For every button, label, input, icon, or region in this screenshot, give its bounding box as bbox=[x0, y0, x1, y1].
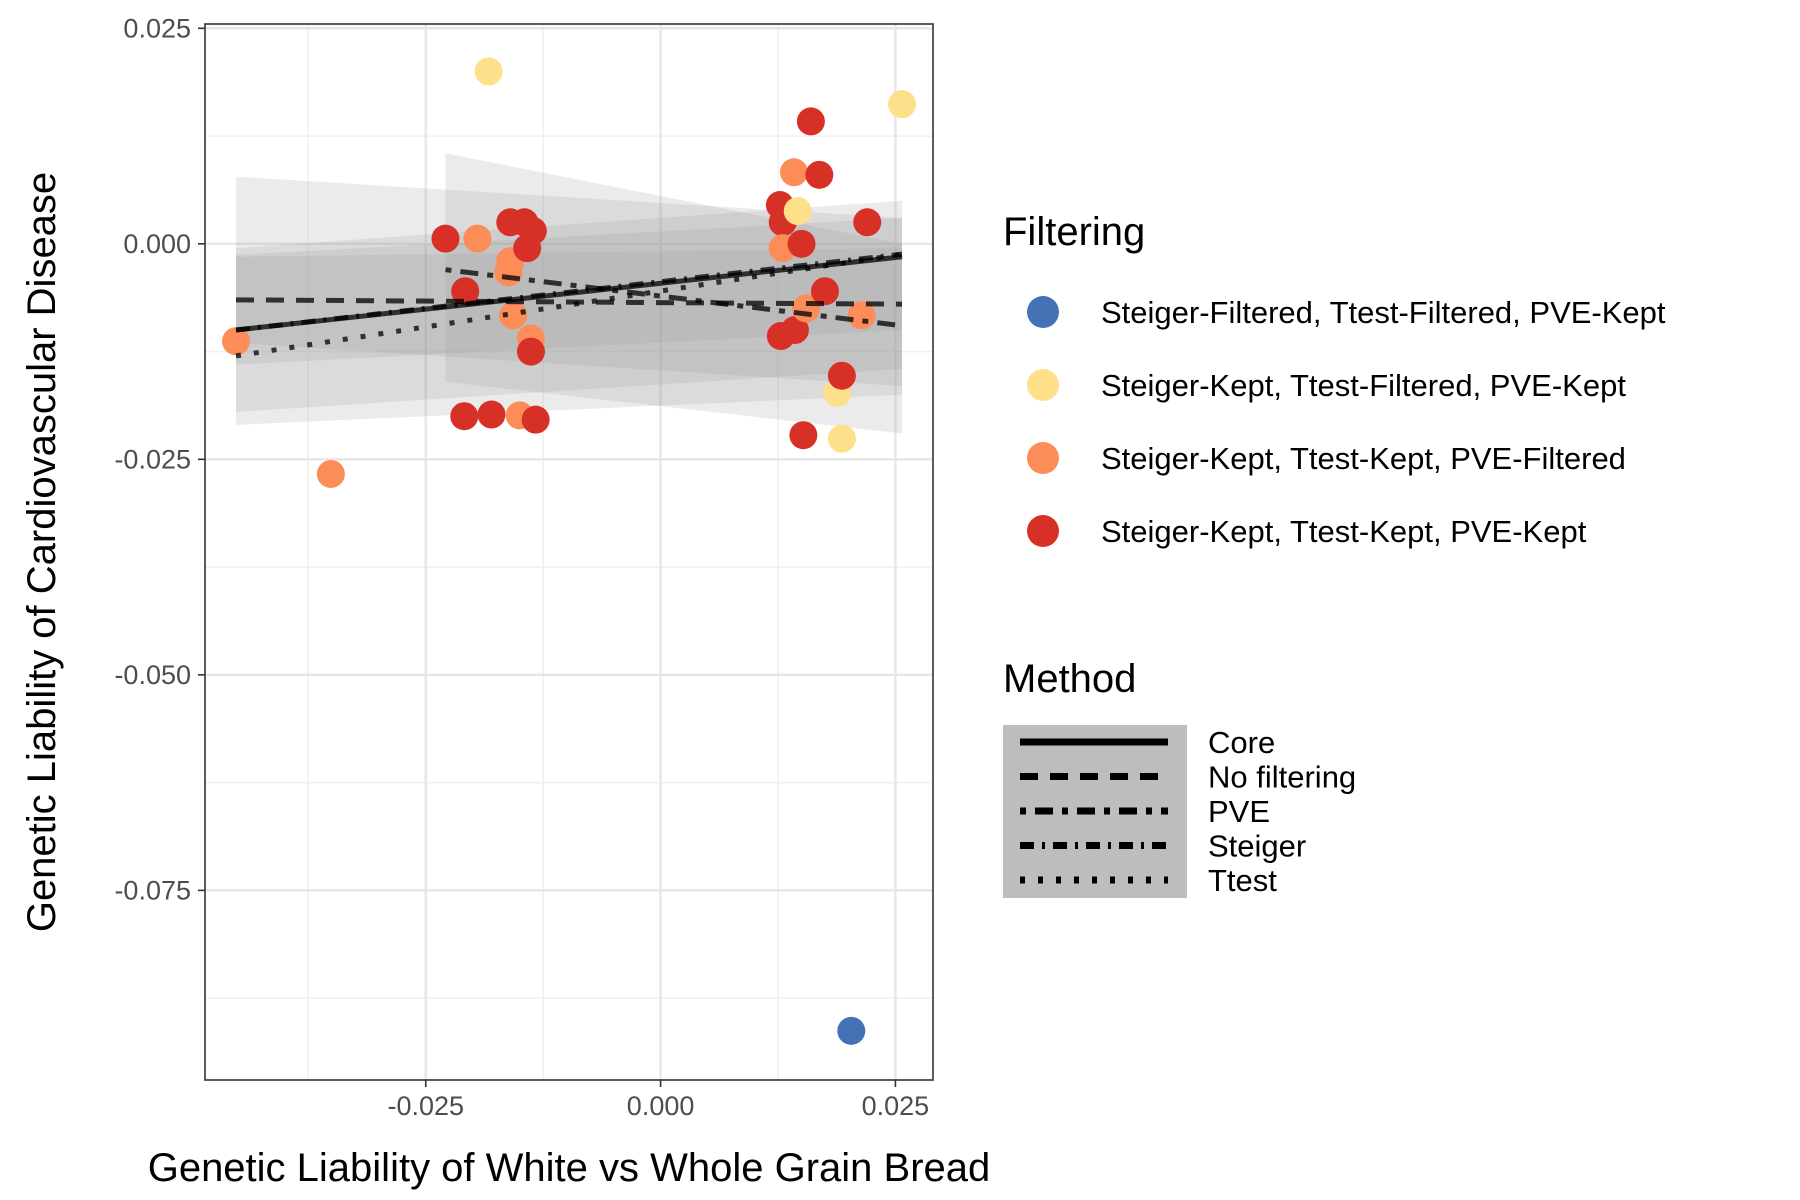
y-tick-label: -0.075 bbox=[114, 875, 191, 905]
legend-entry-label: Steiger bbox=[1208, 829, 1306, 864]
x-axis: -0.025 0.000 0.025 bbox=[387, 1080, 929, 1121]
data-point bbox=[810, 277, 839, 306]
legend-color-key bbox=[1027, 442, 1059, 474]
data-point bbox=[477, 400, 506, 429]
data-point bbox=[787, 229, 816, 258]
x-tick-label: -0.025 bbox=[387, 1091, 464, 1121]
data-point bbox=[837, 1016, 866, 1045]
data-point bbox=[888, 90, 917, 119]
data-point bbox=[521, 405, 550, 434]
data-point bbox=[779, 158, 808, 187]
data-point bbox=[499, 301, 528, 330]
data-point bbox=[796, 107, 825, 136]
regression-line bbox=[445, 267, 903, 329]
data-point bbox=[474, 57, 503, 86]
legend-color-key bbox=[1027, 296, 1059, 328]
data-point bbox=[780, 316, 809, 345]
filtering-legend: Filtering Steiger-Filtered, Ttest-Filter… bbox=[1003, 210, 1666, 549]
legend-entry-label: No filtering bbox=[1208, 760, 1356, 795]
legend-color-key bbox=[1027, 515, 1059, 547]
legend-color-key bbox=[1027, 369, 1059, 401]
legend-entry-label: Steiger-Kept, Ttest-Filtered, PVE-Kept bbox=[1101, 368, 1626, 403]
x-tick-label: 0.025 bbox=[862, 1091, 930, 1121]
x-tick-label: 0.000 bbox=[627, 1091, 695, 1121]
x-axis-title: Genetic Liability of White vs Whole Grai… bbox=[148, 1146, 991, 1190]
data-point bbox=[789, 421, 818, 450]
data-point bbox=[783, 197, 812, 226]
legend-entry-label: PVE bbox=[1208, 794, 1270, 829]
legend-entry-label: Core bbox=[1208, 725, 1275, 760]
data-point bbox=[853, 208, 882, 237]
y-tick-label: -0.025 bbox=[114, 444, 191, 474]
data-point bbox=[431, 224, 460, 253]
plot-border bbox=[204, 23, 934, 1081]
confidence-ribbon bbox=[235, 248, 903, 412]
grid-major bbox=[205, 24, 933, 1080]
y-axis-title: Genetic Liability of Cardiovascular Dise… bbox=[20, 172, 64, 932]
data-point bbox=[450, 402, 479, 431]
filtering-legend-title: Filtering bbox=[1003, 210, 1145, 254]
y-tick-label: -0.050 bbox=[114, 660, 191, 690]
method-legend-title: Method bbox=[1003, 657, 1136, 701]
data-point bbox=[316, 459, 345, 488]
y-tick-label: 0.025 bbox=[123, 13, 191, 43]
data-points bbox=[221, 57, 917, 1045]
data-point bbox=[847, 301, 876, 330]
confidence-ribbon bbox=[235, 200, 903, 365]
data-point bbox=[221, 327, 250, 356]
data-point bbox=[516, 337, 545, 366]
data-point bbox=[827, 361, 856, 390]
data-point bbox=[463, 224, 492, 253]
regression-line bbox=[235, 251, 903, 333]
plot-background bbox=[205, 24, 933, 1080]
legend-entry-label: Ttest bbox=[1208, 863, 1277, 898]
data-point bbox=[451, 277, 480, 306]
data-point bbox=[805, 160, 834, 189]
legend-entry-label: Steiger-Filtered, Ttest-Filtered, PVE-Ke… bbox=[1101, 295, 1666, 330]
data-point bbox=[827, 424, 856, 453]
legend-entry-label: Steiger-Kept, Ttest-Kept, PVE-Kept bbox=[1101, 514, 1587, 549]
regression-line bbox=[235, 297, 903, 307]
y-axis: 0.025 0.000 -0.025 -0.050 -0.075 bbox=[114, 13, 205, 905]
y-tick-label: 0.000 bbox=[123, 229, 191, 259]
legend-entry-label: Steiger-Kept, Ttest-Kept, PVE-Filtered bbox=[1101, 441, 1626, 476]
regression-lines bbox=[235, 251, 903, 359]
data-point bbox=[518, 216, 547, 245]
regression-line bbox=[235, 251, 903, 359]
